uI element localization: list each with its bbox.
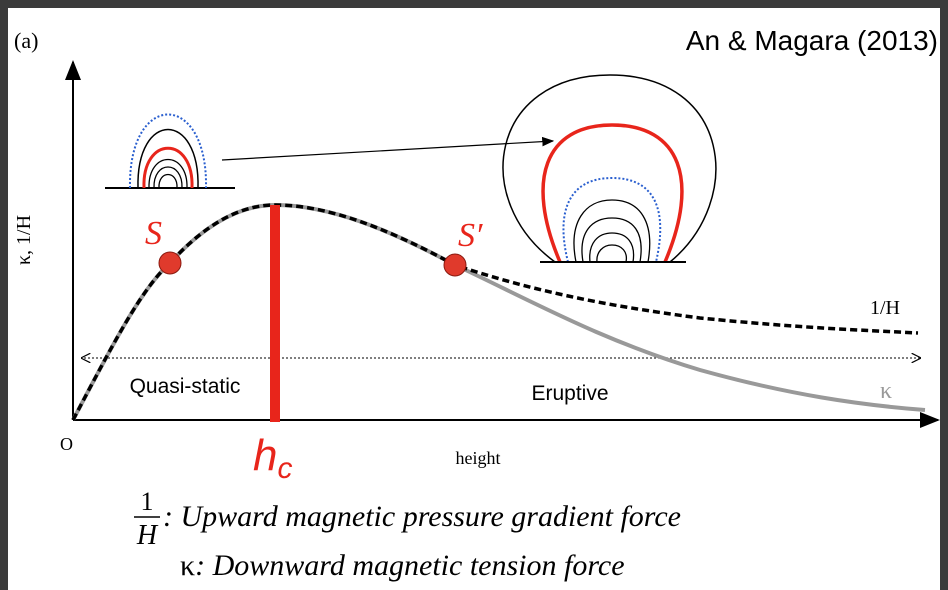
quasi-static-label: Quasi-static [130, 375, 241, 398]
point-s [159, 252, 181, 274]
critical-height-subscript: c [277, 452, 292, 485]
inverse-h-label: 1/H [870, 297, 900, 319]
point-s-label: S [145, 215, 162, 252]
y-axis-label: κ, 1/H [13, 215, 35, 265]
origin-label: O [60, 434, 73, 454]
x-axis-label: height [456, 448, 501, 468]
fraction-denominator: H [136, 520, 159, 551]
kappa-label: κ [880, 378, 892, 404]
point-s-prime-label: S′ [458, 217, 483, 254]
point-s-prime [444, 254, 466, 276]
fraction-numerator: 1 [141, 487, 154, 516]
critical-height-symbol: h [253, 431, 277, 480]
legend-tension-label: κ: Downward magnetic tension force [180, 549, 625, 582]
figure: (a) An & Magara (2013) κ, 1/H O height S… [0, 0, 948, 590]
critical-height-bar [270, 205, 280, 422]
eruptive-label: Eruptive [531, 382, 608, 405]
citation: An & Magara (2013) [686, 25, 938, 56]
panel-label: (a) [14, 28, 38, 53]
legend-tension-symbol: κ [180, 549, 195, 582]
legend-tension-text: : Downward magnetic tension force [195, 549, 624, 582]
legend-pressure-text: : Upward magnetic pressure gradient forc… [163, 500, 681, 533]
